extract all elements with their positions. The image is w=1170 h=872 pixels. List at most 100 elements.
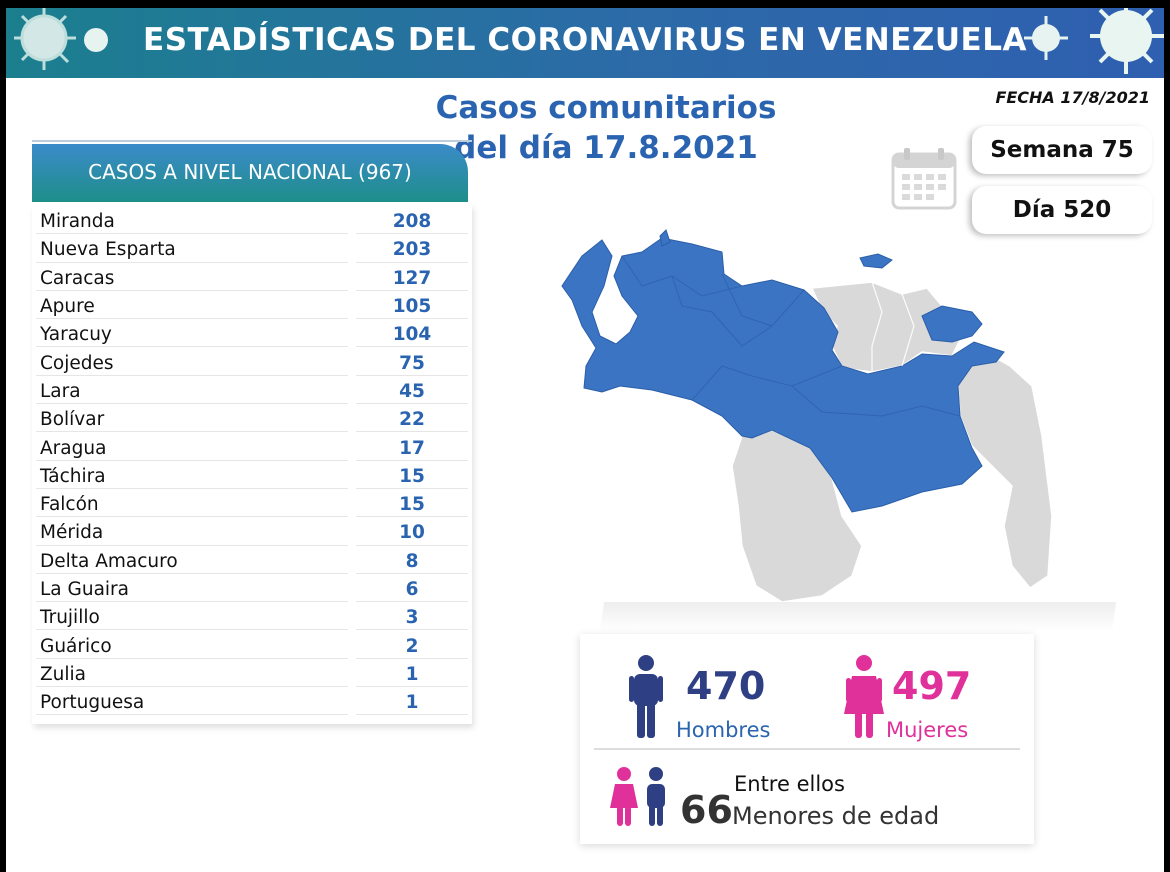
stats-shadow xyxy=(599,602,1117,632)
cell-gap xyxy=(348,351,356,375)
state-value: 203 xyxy=(356,238,468,263)
table-row: Nueva Esparta 203 xyxy=(36,238,468,263)
state-name: Aragua xyxy=(36,436,348,461)
state-value: 75 xyxy=(356,351,468,376)
state-value: 45 xyxy=(356,379,468,405)
header-banner: ESTADÍSTICAS DEL CORONAVIRUS EN VENEZUEL… xyxy=(6,8,1164,78)
state-name: Delta Amacuro xyxy=(36,549,348,574)
state-value: 1 xyxy=(356,691,468,716)
cell-gap xyxy=(348,521,356,545)
cell-gap xyxy=(348,578,356,602)
state-value: 15 xyxy=(356,464,468,489)
table-row: Lara 45 xyxy=(36,379,468,405)
state-name: Cojedes xyxy=(36,351,348,376)
cell-gap xyxy=(348,267,356,291)
cell-gap xyxy=(348,408,356,432)
divider xyxy=(594,748,1020,750)
state-name: Caracas xyxy=(36,266,348,291)
state-name: Apure xyxy=(36,294,348,320)
virus-icon xyxy=(14,8,108,70)
menores-prefix: Entre ellos xyxy=(734,772,845,796)
state-value: 1 xyxy=(356,662,468,688)
table-row: Yaracuy 104 xyxy=(36,323,468,348)
heading-line-1: Casos comunitarios xyxy=(435,90,777,126)
state-value: 3 xyxy=(356,606,468,631)
day-badge: Día 520 xyxy=(972,186,1152,234)
state-name: Miranda xyxy=(36,210,348,235)
cell-gap xyxy=(348,606,356,630)
mujeres-label: Mujeres xyxy=(886,718,969,742)
state-value: 104 xyxy=(356,323,468,348)
table-row: Bolívar 22 xyxy=(36,408,468,433)
state-value: 8 xyxy=(356,549,468,574)
venezuela-map xyxy=(561,229,1053,603)
heading-line-2: del día 17.8.2021 xyxy=(454,130,758,166)
map-region-blue xyxy=(561,229,1005,513)
state-value: 208 xyxy=(356,210,468,235)
state-name: Táchira xyxy=(36,464,348,489)
state-name: Mérida xyxy=(36,521,348,546)
calendar-icon xyxy=(891,148,957,210)
hombres-label: Hombres xyxy=(676,718,771,742)
date-label: FECHA 17/8/2021 xyxy=(995,88,1150,107)
state-name: Bolívar xyxy=(36,408,348,433)
cell-gap xyxy=(348,210,356,234)
state-value: 2 xyxy=(356,634,468,659)
state-value: 17 xyxy=(356,436,468,461)
cell-gap xyxy=(348,691,356,715)
card-outline xyxy=(32,140,472,150)
state-name: La Guaira xyxy=(36,577,348,603)
mujeres-value: 497 xyxy=(892,664,972,708)
female-icon xyxy=(844,655,884,738)
stats-box: 470 Hombres 497 Mujeres Entre ellos 66 M… xyxy=(580,634,1034,844)
table-row: La Guaira 6 xyxy=(36,577,468,603)
state-name: Zulia xyxy=(36,662,348,688)
state-value: 6 xyxy=(356,577,468,603)
state-name: Falcón xyxy=(36,492,348,518)
state-value: 10 xyxy=(356,521,468,546)
cell-gap xyxy=(348,493,356,517)
virus-icon xyxy=(1024,8,1164,74)
banner-title: ESTADÍSTICAS DEL CORONAVIRUS EN VENEZUEL… xyxy=(143,22,1027,58)
table-row: Portuguesa 1 xyxy=(36,691,468,716)
state-name: Yaracuy xyxy=(36,323,348,348)
menores-value: 66 xyxy=(680,788,733,832)
cell-gap xyxy=(348,634,356,658)
table-row: Trujillo 3 xyxy=(36,606,468,631)
table-row: Guárico 2 xyxy=(36,634,468,659)
states-table: Miranda 208 Nueva Esparta 203 Caracas 127 Apur… xyxy=(36,206,468,719)
state-value: 127 xyxy=(356,266,468,291)
children-icon xyxy=(610,767,665,826)
week-badge: Semana 75 xyxy=(972,126,1152,174)
cell-gap xyxy=(348,295,356,319)
state-name: Nueva Esparta xyxy=(36,238,348,263)
table-row: Miranda 208 xyxy=(36,210,468,235)
table-row: Mérida 10 xyxy=(36,521,468,546)
state-name: Lara xyxy=(36,379,348,405)
cell-gap xyxy=(348,550,356,574)
hombres-value: 470 xyxy=(686,664,766,708)
table-row: Apure 105 xyxy=(36,294,468,320)
national-cases-label: CASOS A NIVEL NACIONAL (967) xyxy=(88,160,412,184)
table-row: Falcón 15 xyxy=(36,492,468,518)
state-name: Trujillo xyxy=(36,606,348,631)
state-value: 15 xyxy=(356,492,468,518)
table-row: Aragua 17 xyxy=(36,436,468,461)
cell-gap xyxy=(348,436,356,460)
cell-gap xyxy=(348,465,356,489)
cell-gap xyxy=(348,238,356,262)
state-name: Portuguesa xyxy=(36,691,348,716)
table-row: Caracas 127 xyxy=(36,266,468,291)
table-row: Zulia 1 xyxy=(36,662,468,688)
national-cases-header: CASOS A NIVEL NACIONAL (967) xyxy=(32,144,468,202)
table-row: Delta Amacuro 8 xyxy=(36,549,468,574)
cell-gap xyxy=(348,663,356,687)
cell-gap xyxy=(348,380,356,404)
male-icon xyxy=(629,655,663,738)
table-row: Cojedes 75 xyxy=(36,351,468,376)
state-value: 22 xyxy=(356,408,468,433)
cell-gap xyxy=(348,323,356,347)
table-row: Táchira 15 xyxy=(36,464,468,489)
state-value: 105 xyxy=(356,294,468,320)
state-name: Guárico xyxy=(36,634,348,659)
